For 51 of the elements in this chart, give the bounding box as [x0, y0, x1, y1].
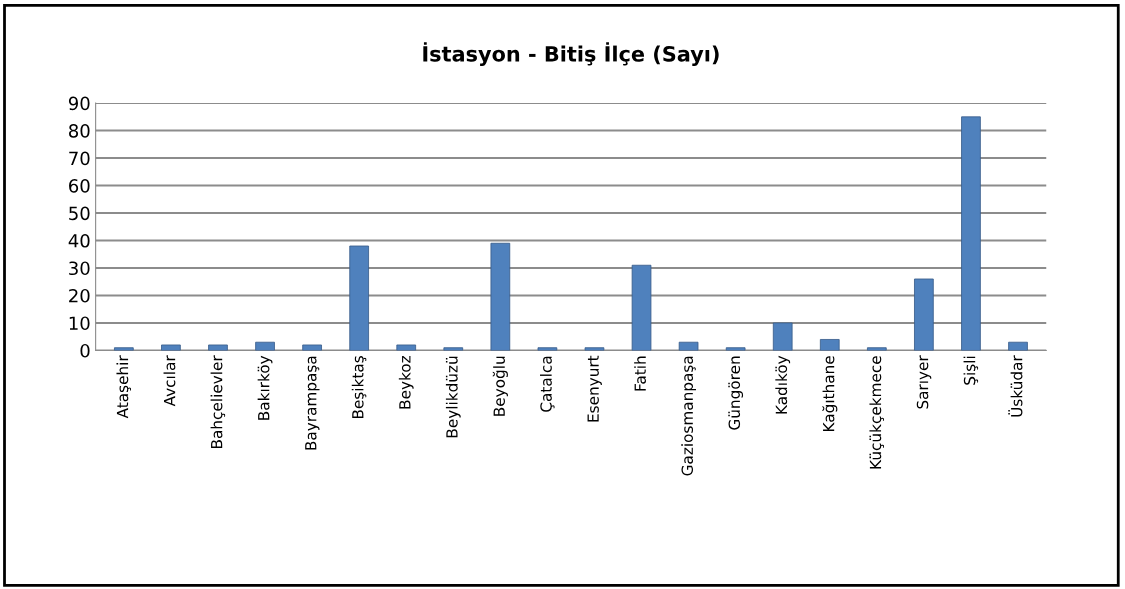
bar — [537, 347, 558, 351]
x-tick-label: Beşiktaş — [351, 356, 367, 419]
y-tick-label: 0 — [80, 343, 90, 358]
y-tick-label: 80 — [69, 124, 90, 138]
x-tick-label: Gaziosmanpaşa — [681, 356, 696, 476]
x-tick-label: Bakırköy — [257, 355, 273, 420]
bar — [1008, 341, 1028, 351]
bar — [114, 347, 134, 351]
x-tick-label: Beykoz — [398, 355, 414, 409]
x-tick-label: Küçükçekmece — [869, 356, 884, 469]
x-tick-label: Kadıköy — [775, 355, 791, 414]
bar — [396, 344, 417, 351]
x-tick-label: Güngören — [728, 356, 744, 430]
x-tick-label: Avcılar — [163, 355, 176, 407]
y-tick-label: 50 — [69, 206, 90, 221]
bar — [961, 116, 981, 351]
bar — [208, 344, 228, 351]
bar — [161, 344, 181, 351]
bar — [678, 341, 699, 351]
x-tick-label: Üsküdar — [1008, 355, 1023, 417]
chart-title: İstasyon - Bitiş İlçe (Sayı) — [423, 42, 719, 66]
x-tick-label: Kağıthane — [822, 356, 838, 431]
x-tick-label: Fatih — [634, 356, 646, 391]
bar — [819, 339, 840, 351]
y-tick-label: 70 — [69, 151, 90, 166]
y-tick-label: 40 — [68, 233, 90, 248]
y-tick-label: 20 — [69, 288, 90, 303]
y-tick-label: 60 — [69, 178, 90, 193]
x-tick-label: Bayrampaşa — [305, 356, 320, 450]
y-tick-label: 10 — [69, 316, 90, 331]
bar — [867, 347, 887, 351]
bar — [349, 245, 369, 351]
bar — [725, 347, 746, 351]
bar — [490, 242, 511, 351]
x-tick-label: Esenyurt — [587, 355, 602, 422]
bar — [772, 322, 793, 351]
y-tick-label: 30 — [69, 261, 90, 276]
x-tick-label: Şişli — [963, 356, 979, 385]
bar — [443, 347, 464, 351]
x-tick-label: Beyoğlu — [492, 356, 508, 416]
x-tick-label: Ataşehir — [116, 355, 132, 419]
x-tick-label: Beylikdüzü — [445, 356, 461, 438]
x-tick-label: Bahçelievler — [210, 355, 226, 448]
bar — [631, 264, 652, 351]
bar — [255, 341, 275, 351]
bar — [584, 347, 605, 351]
x-tick-label: Çatalca — [540, 356, 555, 412]
x-tick-label: Sarıyer — [916, 355, 932, 409]
bar — [914, 278, 934, 351]
y-tick-label: 90 — [68, 96, 90, 111]
bar — [302, 344, 322, 351]
